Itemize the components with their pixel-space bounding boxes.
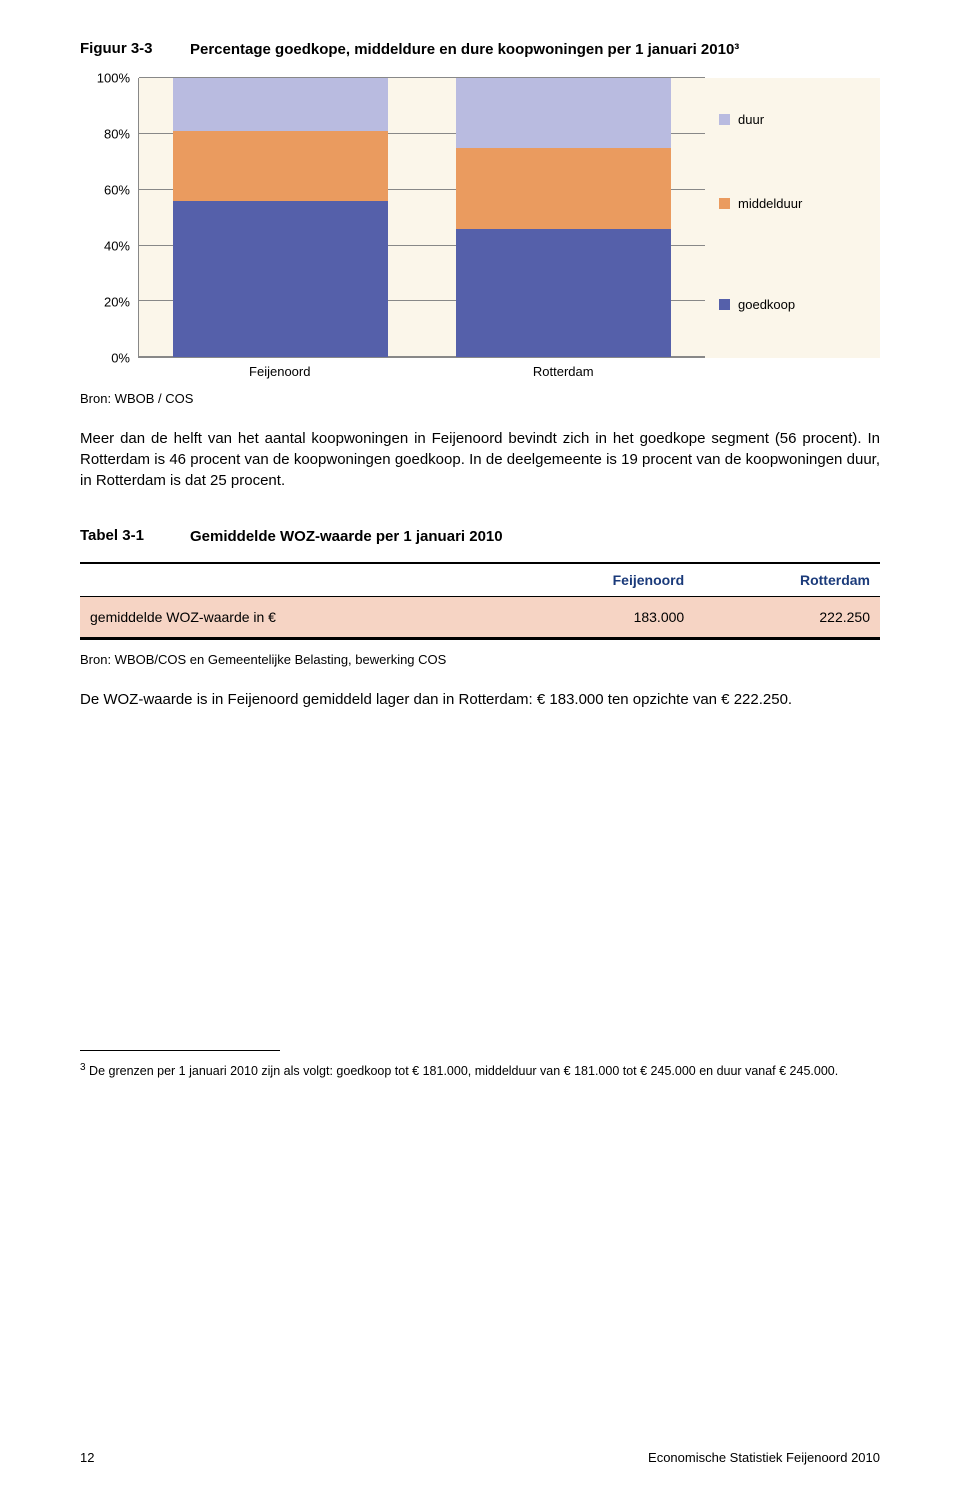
table-column-header: Feijenoord (505, 563, 694, 597)
chart-legend-item-middelduur: middelduur (719, 196, 802, 211)
chart-legend-label: goedkoop (738, 297, 795, 312)
chart-legend: duur middelduur goedkoop (705, 78, 880, 358)
footnote-text: De grenzen per 1 januari 2010 zijn als v… (89, 1064, 838, 1078)
footnote-marker: 3 (80, 1062, 86, 1073)
table-cell: 222.250 (694, 596, 880, 637)
chart-legend-item-goedkoop: goedkoop (719, 297, 795, 312)
table-header: Tabel 3-1 Gemiddelde WOZ-waarde per 1 ja… (80, 527, 880, 547)
footnote: 3 De grenzen per 1 januari 2010 zijn als… (80, 1059, 880, 1082)
chart-legend-label: duur (738, 112, 764, 127)
chart-bar-segment-duur (173, 78, 388, 131)
page-number: 12 (80, 1450, 94, 1465)
chart-legend-swatch (719, 114, 730, 125)
chart-bar (173, 78, 388, 357)
chart-x-label: Feijenoord (138, 364, 422, 379)
chart-y-axis: 0%20%40%60%80%100% (80, 78, 138, 358)
chart-legend-item-duur: duur (719, 112, 764, 127)
page-footer: 12 Economische Statistiek Feijenoord 201… (80, 1450, 880, 1465)
doc-title: Economische Statistiek Feijenoord 2010 (648, 1450, 880, 1465)
table-row: gemiddelde WOZ-waarde in €183.000222.250 (80, 596, 880, 637)
chart-bar-segment-duur (456, 78, 671, 148)
chart-x-label: Rotterdam (422, 364, 706, 379)
table-column-header: Rotterdam (694, 563, 880, 597)
chart-bar-segment-middelduur (173, 131, 388, 201)
table-source: Bron: WBOB/COS en Gemeentelijke Belastin… (80, 652, 880, 667)
body-paragraph-2: De WOZ-waarde is in Feijenoord gemiddeld… (80, 689, 880, 710)
table-title: Gemiddelde WOZ-waarde per 1 januari 2010 (190, 527, 503, 547)
table-column-header (80, 563, 505, 597)
chart-bar-slot (139, 78, 422, 357)
chart-y-tick: 60% (104, 183, 130, 198)
figure-source: Bron: WBOB / COS (80, 391, 880, 406)
chart-bar-segment-goedkoop (173, 201, 388, 357)
chart-plot-area (138, 78, 705, 358)
chart-legend-label: middelduur (738, 196, 802, 211)
chart-bars-layer (139, 78, 705, 357)
chart-y-tick: 20% (104, 295, 130, 310)
chart-y-tick: 0% (111, 351, 130, 366)
table-cell: 183.000 (505, 596, 694, 637)
table-head-row: FeijenoordRotterdam (80, 563, 880, 597)
chart-y-tick: 80% (104, 127, 130, 142)
chart-plot-column: FeijenoordRotterdam (138, 78, 705, 379)
chart-bar-segment-goedkoop (456, 229, 671, 357)
woz-table: FeijenoordRotterdam gemiddelde WOZ-waard… (80, 562, 880, 638)
table-body: gemiddelde WOZ-waarde in €183.000222.250 (80, 596, 880, 637)
figure-header: Figuur 3-3 Percentage goedkope, middeldu… (80, 40, 880, 60)
chart-legend-swatch (719, 198, 730, 209)
chart-legend-swatch (719, 299, 730, 310)
chart-y-tick: 40% (104, 239, 130, 254)
chart-bar (456, 78, 671, 357)
chart-bar-segment-middelduur (456, 148, 671, 229)
chart-x-labels: FeijenoordRotterdam (138, 364, 705, 379)
table-label: Tabel 3-1 (80, 527, 190, 547)
table-bottom-rule (80, 638, 880, 640)
chart-y-tick: 100% (97, 71, 130, 86)
figure-title: Percentage goedkope, middeldure en dure … (190, 40, 739, 60)
chart-bar-slot (422, 78, 705, 357)
body-paragraph-1: Meer dan de helft van het aantal koopwon… (80, 428, 880, 491)
table-cell: gemiddelde WOZ-waarde in € (80, 596, 505, 637)
stacked-bar-chart: 0%20%40%60%80%100% FeijenoordRotterdam d… (80, 78, 880, 379)
figure-label: Figuur 3-3 (80, 40, 190, 60)
footnote-rule (80, 1050, 280, 1051)
